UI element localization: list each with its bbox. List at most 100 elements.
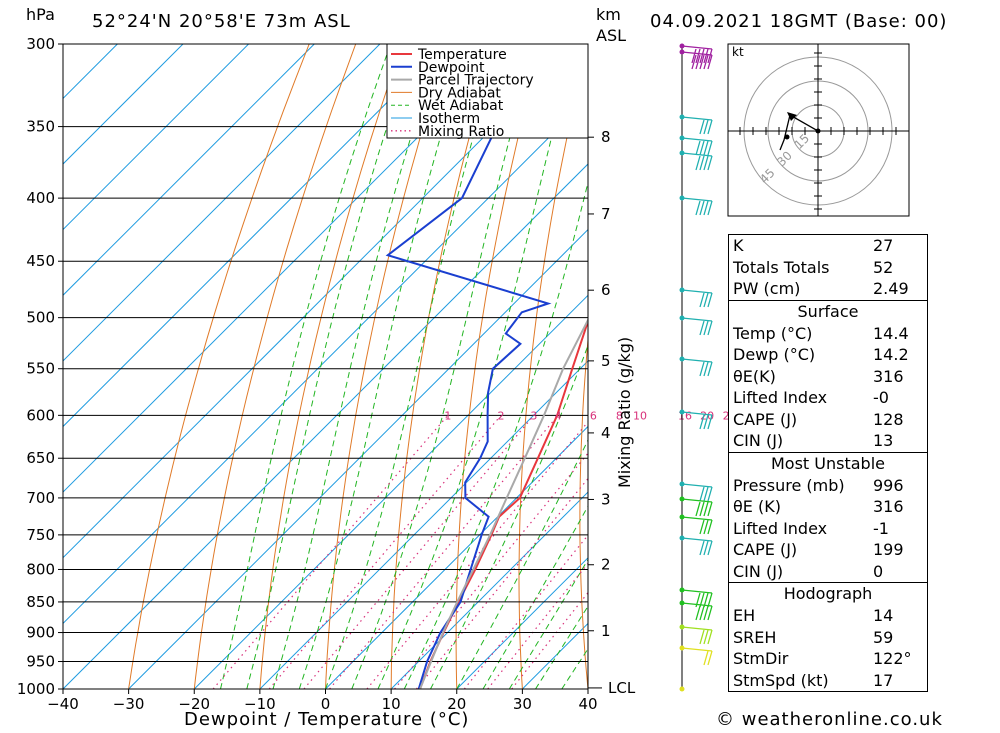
mixing-ratio-line (394, 452, 588, 689)
isotherm-line (325, 425, 588, 689)
legend-entry: Mixing Ratio (418, 124, 504, 140)
wet-adiabat-line (377, 44, 577, 689)
mu-value: 316 (873, 497, 904, 516)
pressure-tick-label: 500 (26, 309, 55, 327)
main-key: K (733, 236, 744, 255)
pressure-tick-label: 950 (26, 653, 55, 671)
km-tick-label: 8 (601, 128, 611, 146)
mu-value: 996 (873, 475, 904, 495)
location-title: 52°24'N 20°58'E 73m ASL (92, 11, 351, 32)
pressure-tick-label: 400 (26, 189, 55, 207)
hodograph-unit-label: kt (732, 45, 744, 59)
mu-row: CAPE (J) 199 (729, 539, 927, 561)
temperature-tick-label: −30 (113, 695, 145, 713)
pressure-tick-label: 600 (26, 406, 55, 424)
mixing-ratio-line (415, 477, 588, 689)
surface-key: Dewp (°C) (733, 345, 816, 364)
mixing-ratio-line (212, 414, 449, 689)
pressure-tick-label: 700 (26, 489, 55, 507)
pressure-tick-label: 550 (26, 360, 55, 378)
temperature-tick-label: −40 (47, 695, 79, 713)
legend-entry: Dewpoint (418, 60, 485, 76)
mixing-ratio-label: 2 (498, 410, 505, 423)
mixing-ratio-label: 6 (590, 410, 597, 423)
lcl-label: LCL (608, 679, 636, 697)
pressure-tick-label: 350 (26, 118, 55, 136)
surface-key: CIN (J) (733, 431, 784, 450)
isotherm-line (63, 44, 446, 428)
wind-barb (681, 197, 713, 202)
mu-row: θE (K) 316 (729, 496, 927, 518)
mu-key: θE (K) (733, 497, 781, 516)
mu-key: CIN (J) (733, 561, 784, 581)
temperature-tick-label: 0 (321, 695, 331, 713)
legend-entry: Parcel Trajectory (418, 73, 534, 89)
pressure-tick-label: 650 (26, 449, 55, 467)
wind-barb (681, 626, 713, 631)
wind-barb (681, 137, 713, 142)
wind-barb (681, 45, 713, 50)
wind-barb (681, 116, 713, 121)
wet-adiabat-line (351, 44, 536, 689)
pressure-tick-label: 750 (26, 526, 55, 544)
hodo-row: StmSpd (kt) 17 (729, 670, 927, 692)
legend-entry: Isotherm (418, 111, 480, 127)
surface-value: 316 (873, 366, 904, 386)
surface-row: Lifted Index -0 (729, 387, 927, 409)
hodo-key: SREH (733, 627, 777, 647)
hodo-row: StmDir 122° (729, 648, 927, 670)
wet-adiabat-line (246, 44, 416, 689)
parcel-trajectory-curve (419, 317, 588, 689)
mu-value: -1 (873, 518, 889, 538)
legend-entry: Dry Adiabat (418, 85, 501, 101)
footer-credit: © weatheronline.co.uk (716, 709, 943, 730)
isotherm-line (63, 44, 249, 231)
wind-barb (681, 411, 713, 416)
surface-key: CAPE (J) (733, 409, 798, 429)
km-tick-label: 1 (601, 622, 611, 640)
isotherm-line (63, 44, 381, 362)
main-value: 52 (873, 257, 894, 277)
isotherm-line (390, 491, 588, 689)
pressure-tick-label: 850 (26, 593, 55, 611)
surface-row: CIN (J) 13 (729, 430, 927, 452)
dry-adiabat-line (259, 44, 403, 689)
km-tick-label: 5 (601, 352, 611, 370)
wind-level-dot (679, 686, 685, 692)
dry-adiabat-line (128, 44, 310, 689)
legend-entry: Temperature (417, 47, 507, 63)
surface-value: 14.2 (873, 345, 909, 364)
wet-adiabat-line (220, 44, 392, 689)
asl-label: ASL (596, 26, 627, 45)
isotherm-line (63, 44, 315, 296)
main-key: PW (cm) (733, 279, 801, 298)
mu-row: Pressure (mb) 996 (729, 475, 927, 497)
hodo-row: SREH 59 (729, 627, 927, 649)
temperature-tick-label: 40 (578, 695, 597, 713)
surface-row: Temp (°C) 14.4 (729, 323, 927, 345)
wind-barb (681, 498, 713, 503)
hodo-value: 14 (873, 606, 894, 625)
surface-row: Dewp (°C) 14.2 (729, 344, 927, 366)
surface-value: 14.4 (873, 323, 909, 343)
mixing-ratio-label: 10 (633, 410, 647, 423)
wind-barb (681, 358, 713, 363)
dry-adiabat-line (325, 44, 450, 689)
main-key: Totals Totals (733, 257, 830, 277)
hodo-value: 122° (873, 649, 912, 668)
hodograph-trace (779, 114, 819, 151)
wind-barb (681, 537, 713, 542)
isotherm-line (63, 44, 184, 165)
km-tick-label: 6 (601, 281, 611, 299)
datetime-title: 04.09.2021 18GMT (Base: 00) (650, 11, 948, 32)
surface-row: θE(K) 316 (729, 366, 927, 388)
surface-value: 13 (873, 431, 894, 450)
hodo-key: StmSpd (kt) (733, 670, 829, 690)
hodo-key: StmDir (733, 649, 789, 668)
wind-barb (681, 589, 713, 594)
wind-barb (681, 602, 713, 607)
wind-barb-profile (679, 43, 713, 692)
main-row: PW (cm) 2.49 (729, 278, 927, 300)
mu-row: CIN (J) 0 (729, 561, 927, 583)
